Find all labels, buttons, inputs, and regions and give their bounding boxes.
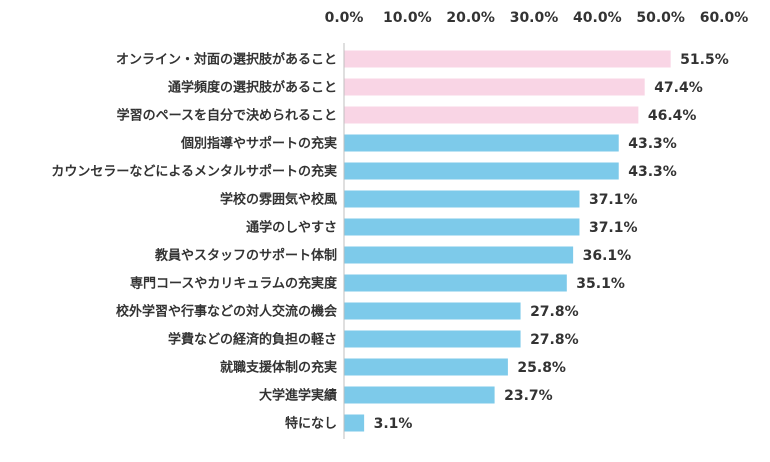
bar bbox=[344, 190, 580, 208]
bar bbox=[344, 106, 639, 124]
data-label: 37.1% bbox=[589, 220, 638, 236]
category-label: カウンセラーなどによるメンタルサポートの充実 bbox=[51, 164, 337, 180]
data-label: 43.3% bbox=[628, 136, 677, 152]
data-label: 47.4% bbox=[654, 80, 703, 96]
category-label: 大学進学実績 bbox=[259, 388, 337, 404]
data-label: 23.7% bbox=[504, 388, 553, 404]
category-label: 就職支援体制の充実 bbox=[220, 360, 337, 376]
x-tick-label: 0.0% bbox=[325, 10, 364, 26]
bar bbox=[344, 162, 619, 180]
data-label: 37.1% bbox=[589, 192, 638, 208]
bar bbox=[344, 330, 521, 348]
bar bbox=[344, 218, 580, 236]
bar bbox=[344, 246, 574, 264]
x-tick-label: 40.0% bbox=[573, 10, 622, 26]
bar bbox=[344, 386, 495, 404]
category-label: 通学頻度の選択肢があること bbox=[168, 80, 337, 96]
data-label: 27.8% bbox=[530, 332, 579, 348]
bar bbox=[344, 274, 567, 292]
bar bbox=[344, 134, 619, 152]
category-label: 校外学習や行事などの対人交流の機会 bbox=[116, 304, 338, 320]
data-labels: 51.5% 47.4% 46.4% 43.3% 43.3% 37.1% 37.1% 36.1%… bbox=[374, 52, 729, 432]
category-label: 個別指導やサポートの充実 bbox=[180, 136, 337, 152]
bars bbox=[344, 50, 671, 432]
bar bbox=[344, 78, 645, 96]
category-label: オンライン・対面の選択肢があること bbox=[116, 52, 337, 68]
data-label: 46.4% bbox=[648, 108, 697, 124]
bar bbox=[344, 414, 365, 432]
category-label: 学費などの経済的負担の軽さ bbox=[168, 332, 337, 348]
bar bbox=[344, 50, 671, 68]
x-tick-label: 60.0% bbox=[700, 10, 749, 26]
x-tick-label: 50.0% bbox=[636, 10, 685, 26]
data-label: 36.1% bbox=[583, 248, 632, 264]
category-label: 専門コースやカリキュラムの充実度 bbox=[130, 276, 338, 292]
data-label: 27.8% bbox=[530, 304, 579, 320]
data-label: 43.3% bbox=[628, 164, 677, 180]
x-tick-label: 10.0% bbox=[383, 10, 432, 26]
data-label: 25.8% bbox=[517, 360, 566, 376]
bar bbox=[344, 358, 508, 376]
data-label: 3.1% bbox=[374, 416, 413, 432]
category-label: 教員やスタッフのサポート体制 bbox=[154, 248, 337, 264]
category-label: 学習のペースを自分で決められること bbox=[117, 108, 337, 124]
category-label: 通学のしやすさ bbox=[246, 220, 337, 236]
data-label: 51.5% bbox=[680, 52, 729, 68]
data-label: 35.1% bbox=[576, 276, 625, 292]
category-label: 学校の雰囲気や校風 bbox=[220, 192, 337, 208]
category-label: 特になし bbox=[285, 416, 337, 432]
x-tick-label: 20.0% bbox=[446, 10, 495, 26]
bar bbox=[344, 302, 521, 320]
category-labels: オンライン・対面の選択肢があること通学頻度の選択肢があること学習のペースを自分で… bbox=[51, 52, 338, 432]
x-tick-label: 30.0% bbox=[510, 10, 559, 26]
x-axis-ticks: 0.0% 10.0% 20.0% 30.0% 40.0% 50.0% 60.0% bbox=[325, 10, 749, 26]
